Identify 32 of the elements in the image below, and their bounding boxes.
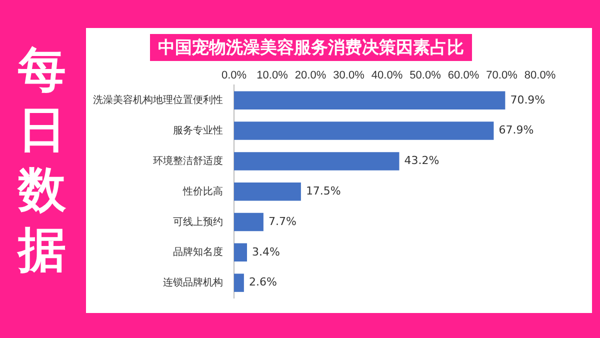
x-tick-label: 20.0% [294, 70, 326, 82]
data-label: 7.7% [268, 214, 296, 228]
chart-title: 中国宠物洗澡美容服务消费决策因素占比 [150, 34, 472, 61]
x-tick-label: 70.0% [486, 70, 518, 82]
y-tick-label: 环境整洁舒适度 [153, 154, 223, 167]
x-tick-label: 50.0% [410, 70, 442, 82]
x-tick-label: 40.0% [371, 70, 403, 82]
x-tick-label: 10.0% [256, 70, 288, 82]
y-tick-label: 洗澡美容机构地理位置便利性 [93, 94, 223, 106]
text: 每日数据 [16, 41, 67, 280]
data-label: 2.6% [248, 276, 277, 289]
data-label: 43.2% [404, 154, 440, 168]
bar [234, 274, 244, 292]
bar [234, 122, 494, 140]
bar [234, 212, 264, 232]
bar [234, 152, 400, 170]
x-tick-label: 30.0% [333, 70, 365, 82]
data-label: 67.9% [498, 124, 534, 137]
bar [234, 182, 301, 201]
data-label: 70.9% [510, 93, 546, 106]
y-tick-label: 连锁品牌机构 [163, 276, 223, 289]
y-tick-label: 可线上预约 [173, 216, 223, 228]
x-tick-label: 80.0% [524, 70, 556, 82]
data-label: 17.5% [306, 184, 341, 198]
x-tick-label: 60.0% [448, 70, 480, 82]
bar [234, 91, 506, 110]
y-tick-label: 品牌知名度 [173, 246, 223, 258]
data-label: 3.4% [252, 245, 280, 258]
y-tick-label: 性价比高 [182, 185, 223, 198]
bar [234, 243, 248, 262]
y-tick-label: 服务专业性 [173, 124, 223, 137]
x-tick-label: 0.0% [221, 70, 247, 82]
